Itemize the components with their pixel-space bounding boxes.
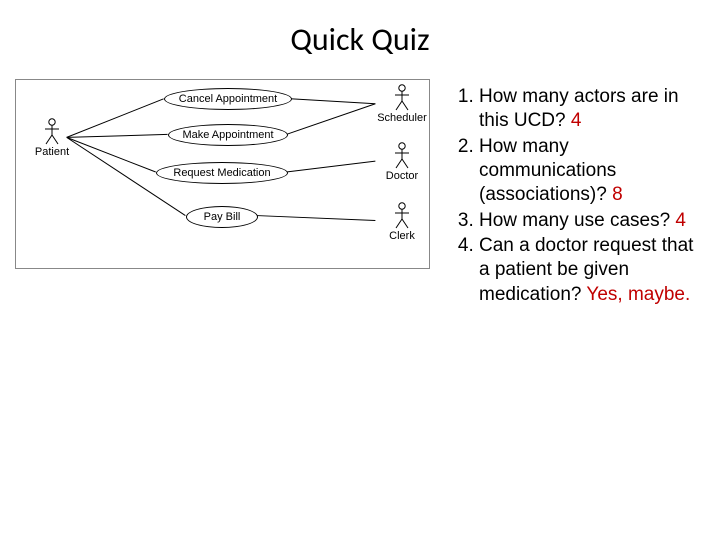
answer-text: 4 bbox=[571, 110, 582, 131]
actor-label: Clerk bbox=[374, 230, 430, 242]
assoc-doctor-request bbox=[286, 161, 375, 172]
assoc-scheduler-cancel bbox=[290, 99, 375, 104]
assoc-patient-make bbox=[67, 134, 168, 137]
assoc-clerk-paybill bbox=[257, 216, 376, 221]
usecase-paybill: Pay Bill bbox=[186, 206, 258, 228]
question-text: How many communications (associations)? bbox=[479, 136, 616, 206]
actor-label: Patient bbox=[24, 146, 80, 158]
question-list: How many actors are in this UCD? 4How ma… bbox=[453, 85, 700, 307]
answer-text: 8 bbox=[612, 184, 623, 205]
actor-doctor: Doctor bbox=[374, 142, 430, 182]
actor-label: Doctor bbox=[374, 170, 430, 182]
assoc-scheduler-make bbox=[286, 104, 375, 135]
question-3: How many use cases? 4 bbox=[479, 209, 700, 233]
usecase-cancel: Cancel Appointment bbox=[164, 88, 292, 110]
actor-patient: Patient bbox=[24, 118, 80, 158]
assoc-patient-cancel bbox=[67, 99, 164, 138]
question-text: How many use cases? bbox=[479, 210, 675, 231]
quiz-questions: How many actors are in this UCD? 4How ma… bbox=[435, 79, 700, 308]
content-row: Patient Scheduler Doctor Clerk Cancel Appoin… bbox=[0, 59, 720, 308]
answer-text: Yes, maybe. bbox=[586, 284, 690, 305]
usecase-make: Make Appointment bbox=[168, 124, 288, 146]
answer-text: 4 bbox=[675, 210, 686, 231]
usecase-request: Request Medication bbox=[156, 162, 288, 184]
actor-clerk: Clerk bbox=[374, 202, 430, 242]
question-4: Can a doctor request that a patient be g… bbox=[479, 234, 700, 307]
page-title: Quick Quiz bbox=[0, 0, 720, 59]
actor-scheduler: Scheduler bbox=[374, 84, 430, 124]
question-2: How many communications (associations)? … bbox=[479, 135, 700, 208]
diagram-container: Patient Scheduler Doctor Clerk Cancel Appoin… bbox=[15, 79, 435, 308]
assoc-patient-request bbox=[67, 137, 156, 172]
usecase-diagram: Patient Scheduler Doctor Clerk Cancel Appoin… bbox=[15, 79, 430, 269]
actor-label: Scheduler bbox=[374, 112, 430, 124]
question-1: How many actors are in this UCD? 4 bbox=[479, 85, 700, 134]
